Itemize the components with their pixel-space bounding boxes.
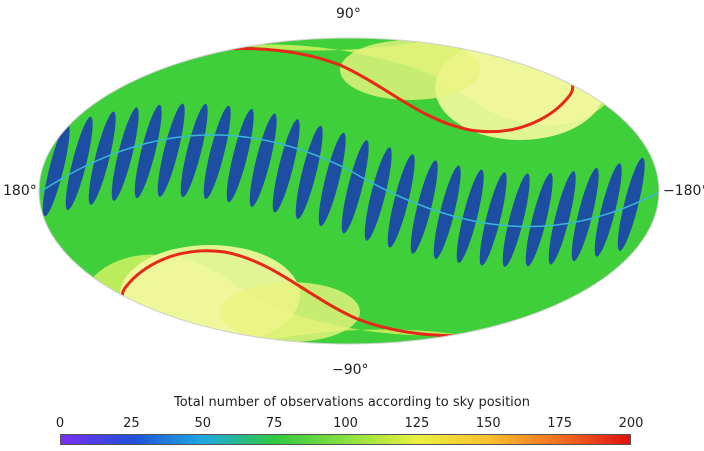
scan-stripes bbox=[42, 103, 645, 267]
scan-stripe bbox=[65, 116, 93, 211]
scan-stripe bbox=[249, 113, 277, 207]
scan-stripe bbox=[318, 132, 346, 227]
north-peak-arc bbox=[149, 47, 574, 133]
latitude-label-north: 90° bbox=[336, 6, 361, 22]
scan-stripe bbox=[433, 165, 461, 259]
scan-stripe bbox=[548, 171, 576, 265]
scan-stripe bbox=[42, 123, 70, 217]
latitude-label-south: −90° bbox=[332, 362, 369, 378]
longitude-label-right: −180° bbox=[663, 183, 704, 199]
scan-stripe bbox=[479, 172, 507, 266]
scan-stripe bbox=[134, 104, 162, 199]
scan-stripe bbox=[594, 163, 622, 257]
scan-stripe bbox=[295, 125, 323, 219]
scan-stripe bbox=[272, 119, 300, 213]
scan-stripe bbox=[180, 103, 208, 198]
scan-stripe bbox=[525, 173, 553, 267]
colorbar bbox=[60, 434, 631, 445]
scan-stripe bbox=[226, 109, 254, 203]
map-outline bbox=[38, 37, 660, 345]
ecliptic-line bbox=[39, 134, 659, 228]
scan-stripe bbox=[364, 147, 392, 241]
scan-stripe bbox=[111, 107, 139, 201]
south-peak-arc bbox=[121, 249, 546, 338]
scan-stripe bbox=[456, 169, 484, 263]
scan-stripe bbox=[502, 173, 530, 267]
scan-stripe bbox=[157, 103, 185, 197]
longitude-label-left: 180° bbox=[3, 183, 37, 199]
scan-stripe bbox=[387, 154, 415, 248]
scan-stripe bbox=[203, 105, 231, 199]
scan-stripe bbox=[617, 157, 645, 251]
colorbar-title: Total number of observations according t… bbox=[174, 395, 530, 410]
sky-map-body bbox=[39, 38, 659, 344]
scan-stripe bbox=[571, 167, 599, 262]
scan-stripe bbox=[341, 140, 369, 234]
